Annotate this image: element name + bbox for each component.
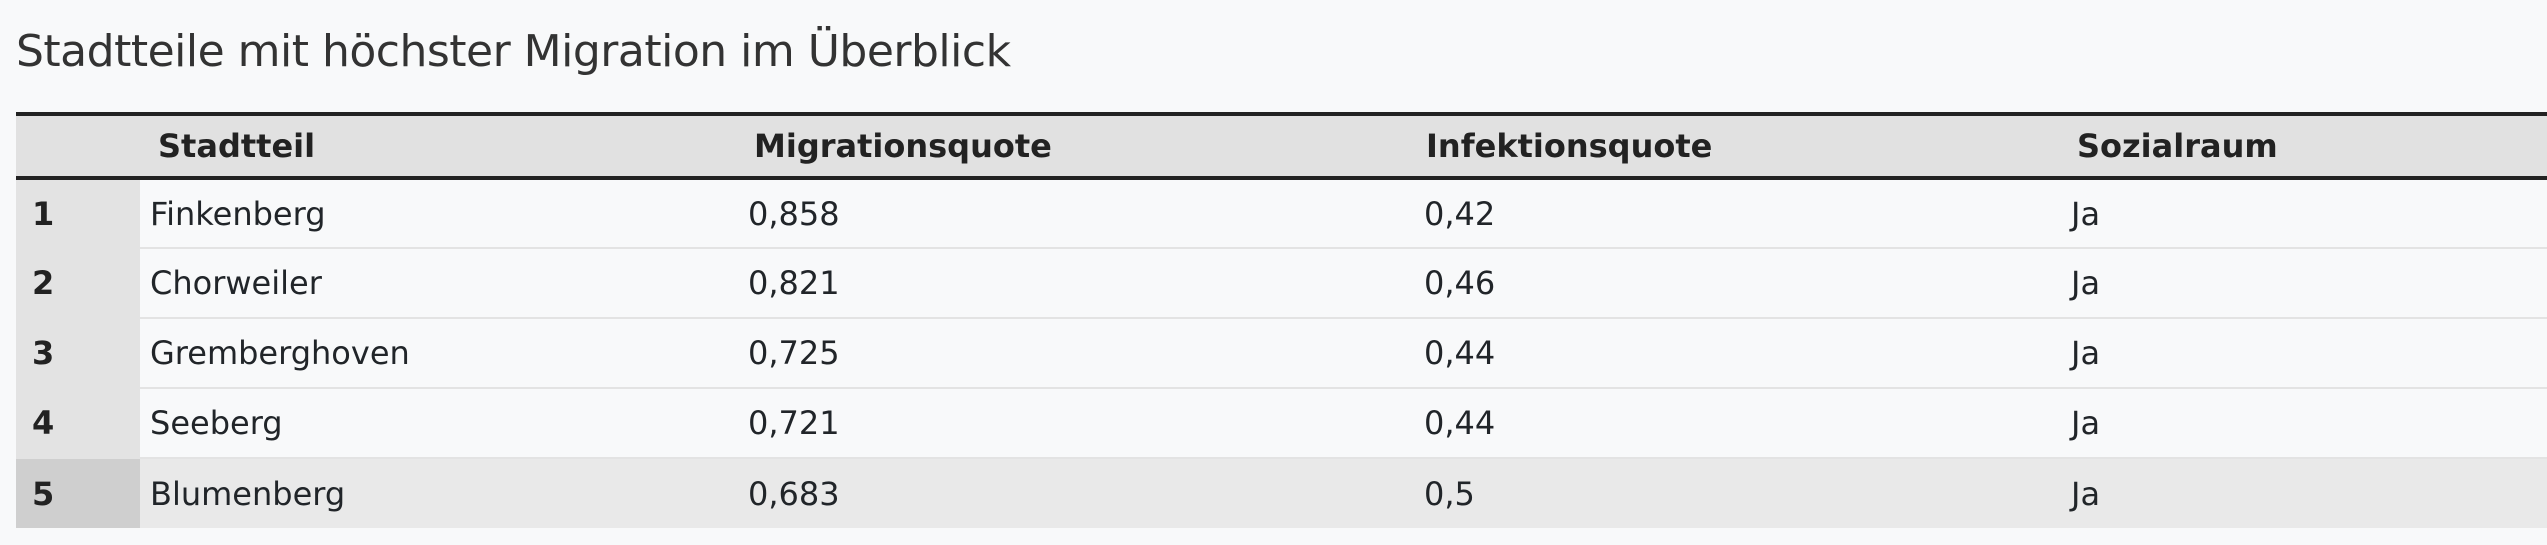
header-infektionsquote[interactable]: Infektionsquote (1426, 127, 1713, 165)
header-rank (16, 114, 140, 178)
row-stadtteil: Chorweiler (150, 264, 322, 302)
row-rank: 4 (16, 388, 140, 458)
row-rank: 5 (16, 458, 140, 528)
row-migrationsquote: 0,721 (748, 404, 840, 442)
table-row: 2 Chorweiler 0,821 0,46 Ja (16, 248, 2547, 318)
row-sozialraum: Ja (2071, 194, 2101, 233)
table-header-row: Stadtteil Migrationsquote Infektionsquot… (16, 114, 2547, 178)
row-stadtteil: Blumenberg (150, 474, 346, 513)
row-stadtteil: Gremberghoven (150, 334, 410, 372)
table-row: 3 Gremberghoven 0,725 0,44 Ja (16, 318, 2547, 388)
page-title: Stadtteile mit höchster Migration im Übe… (16, 26, 1011, 77)
header-stadtteil[interactable]: Stadtteil (158, 127, 316, 165)
header-sozialraum[interactable]: Sozialraum (2077, 127, 2278, 165)
row-sozialraum: Ja (2071, 334, 2101, 372)
row-sozialraum: Ja (2071, 404, 2101, 442)
row-infektionsquote: 0,46 (1424, 264, 1496, 302)
row-rank: 3 (16, 318, 140, 388)
table-header: Stadtteil Migrationsquote Infektionsquot… (16, 114, 2547, 178)
row-infektionsquote: 0,44 (1424, 404, 1496, 442)
row-rank: 2 (16, 248, 140, 318)
row-sozialraum: Ja (2071, 474, 2101, 513)
table-row: 4 Seeberg 0,721 0,44 Ja (16, 388, 2547, 458)
table-body: 1 Finkenberg 0,858 0,42 Ja 2 Chorweiler … (16, 178, 2547, 528)
row-stadtteil: Seeberg (150, 404, 283, 442)
row-infektionsquote: 0,44 (1424, 334, 1496, 372)
header-migrationsquote[interactable]: Migrationsquote (754, 127, 1052, 165)
row-infektionsquote: 0,5 (1424, 474, 1475, 513)
row-sozialraum: Ja (2071, 264, 2101, 302)
table-row: 1 Finkenberg 0,858 0,42 Ja (16, 178, 2547, 248)
row-migrationsquote: 0,821 (748, 264, 840, 302)
row-migrationsquote: 0,858 (748, 194, 840, 233)
table-row-highlighted: 5 Blumenberg 0,683 0,5 Ja (16, 458, 2547, 528)
row-migrationsquote: 0,725 (748, 334, 840, 372)
row-infektionsquote: 0,42 (1424, 194, 1496, 233)
row-migrationsquote: 0,683 (748, 474, 840, 513)
row-rank: 1 (16, 178, 140, 248)
migration-table: Stadtteil Migrationsquote Infektionsquot… (16, 112, 2547, 528)
row-stadtteil: Finkenberg (150, 194, 326, 233)
